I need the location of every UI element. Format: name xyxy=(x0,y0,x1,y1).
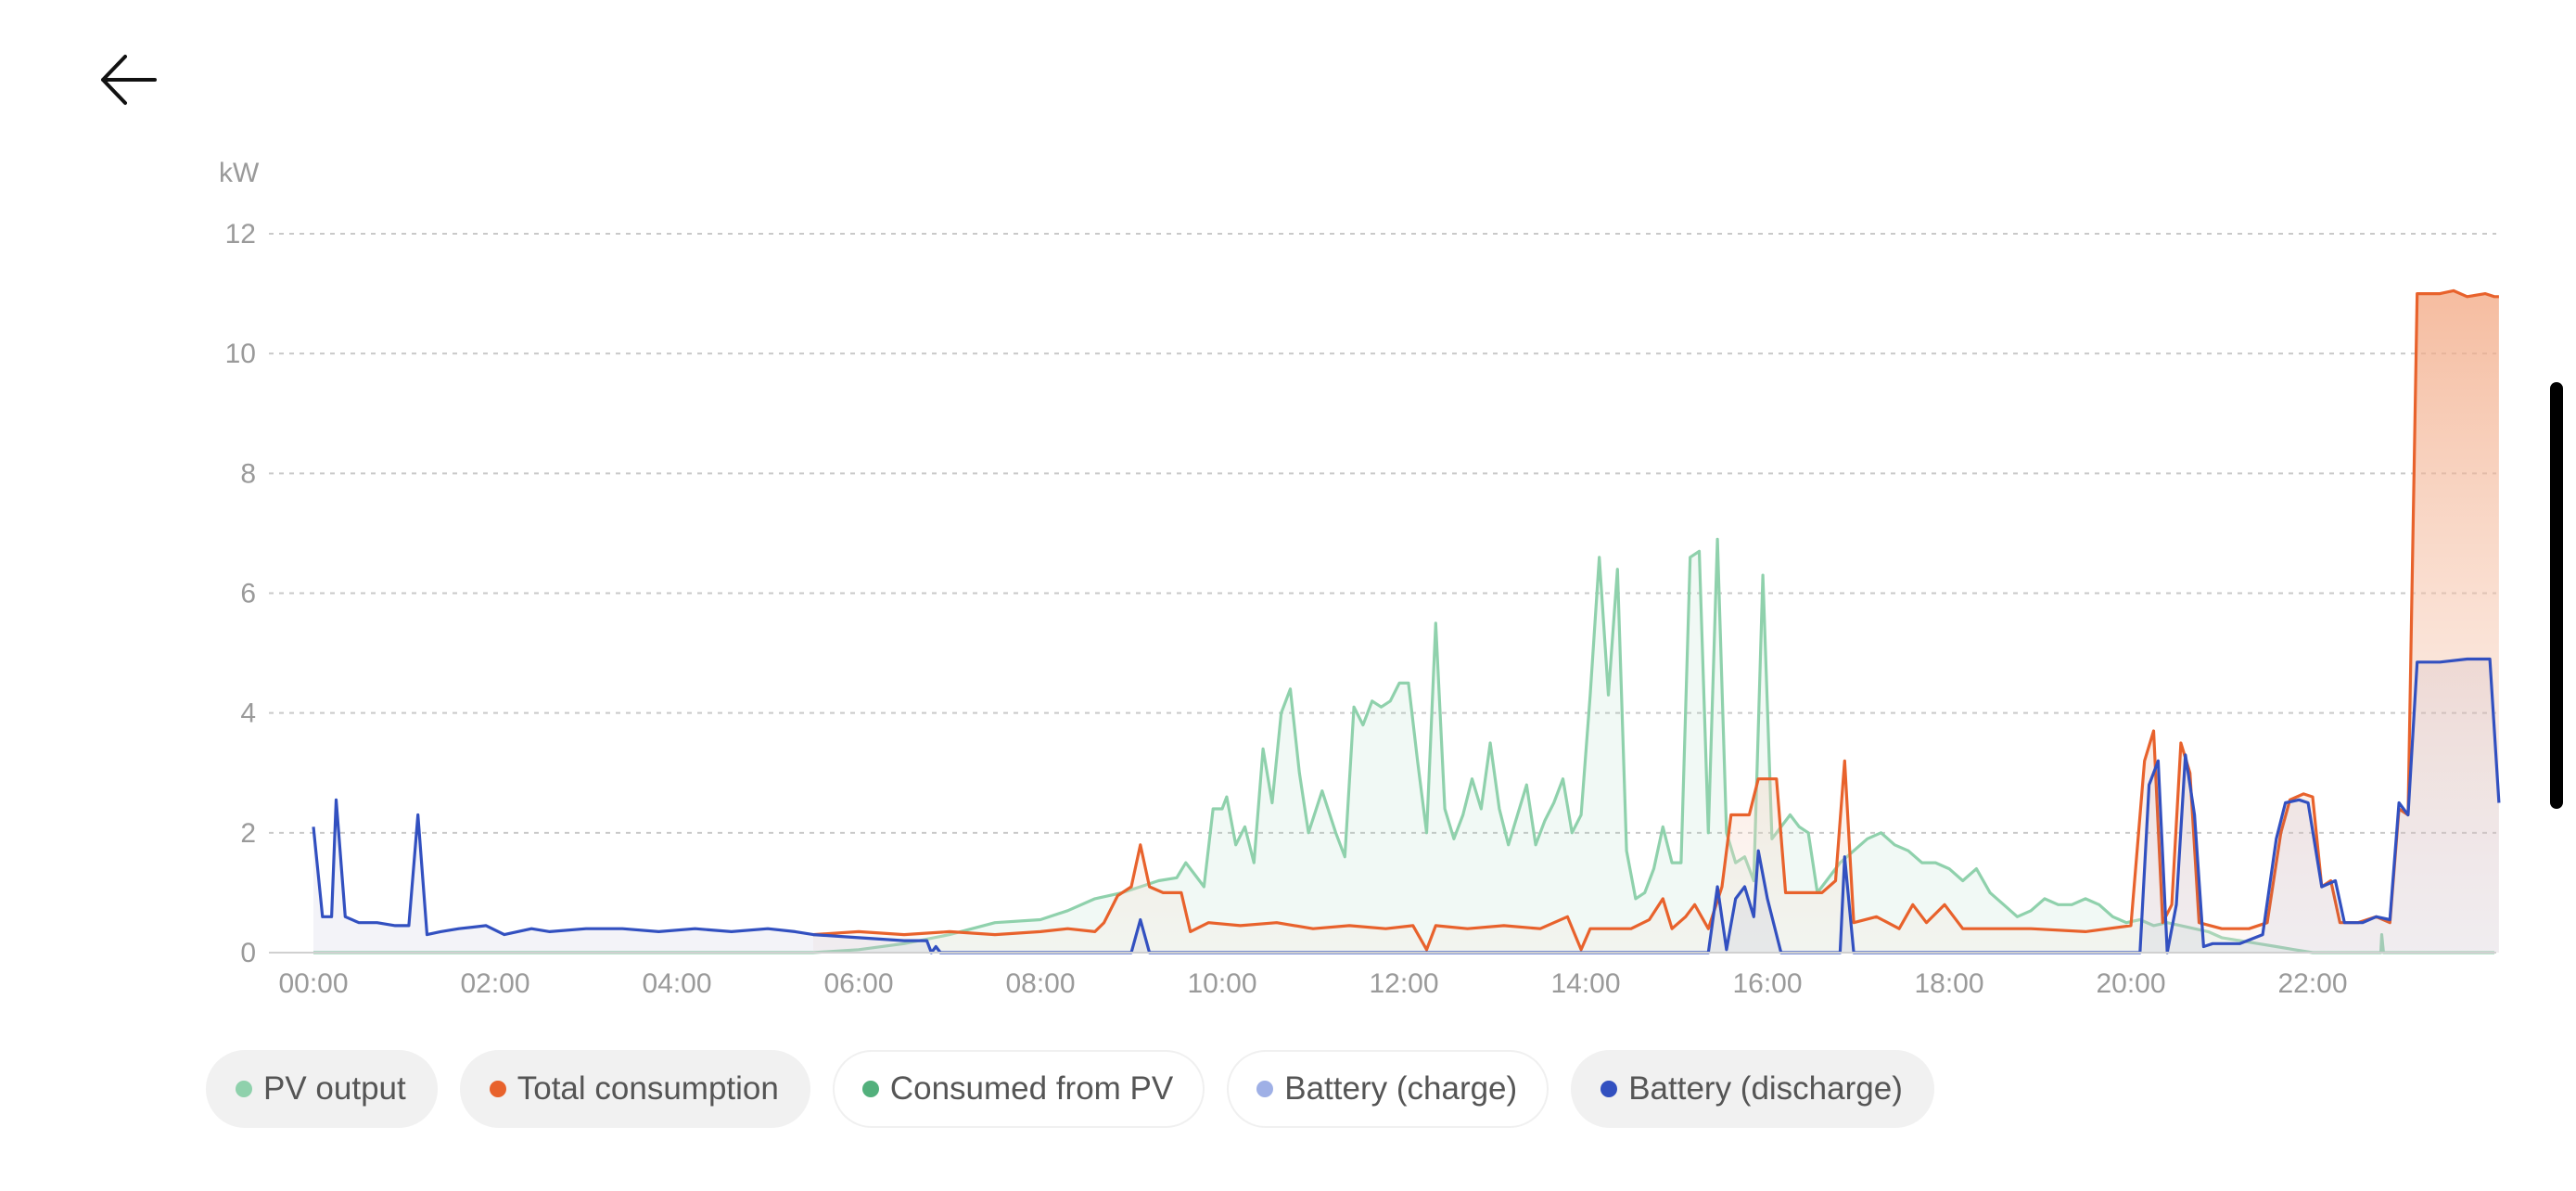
y-tick-label: 0 xyxy=(240,938,256,968)
legend-label: Total consumption xyxy=(516,1070,779,1107)
arrow-left-icon xyxy=(101,55,157,105)
legend-total-consumption[interactable]: Total consumption xyxy=(459,1050,810,1128)
x-tick-label: 18:00 xyxy=(1914,968,1983,999)
legend-dot xyxy=(861,1081,879,1097)
legend-label: PV output xyxy=(263,1070,406,1107)
y-tick-label: 6 xyxy=(240,579,256,609)
x-tick-label: 16:00 xyxy=(1732,968,1802,999)
series-line-pv-output xyxy=(313,537,2494,954)
legend-dot xyxy=(1256,1081,1274,1097)
chart-legend: PV output Total consumption Consumed fro… xyxy=(206,1050,1934,1128)
y-tick-label: 10 xyxy=(225,339,256,369)
x-tick-label: 20:00 xyxy=(2096,968,2165,999)
x-tick-label: 02:00 xyxy=(460,968,529,999)
x-tick-label: 00:00 xyxy=(278,968,348,999)
x-tick-label: 04:00 xyxy=(642,968,711,999)
back-button[interactable] xyxy=(89,41,167,119)
scroll-indicator[interactable] xyxy=(2550,382,2563,809)
x-tick-label: 14:00 xyxy=(1550,968,1620,999)
legend-battery-discharge[interactable]: Battery (discharge) xyxy=(1571,1050,1934,1128)
power-chart-svg: 0 2 4 6 8 10 12 kW 00:00 02:00 04:00 06:00 08:00 10:0… xyxy=(219,158,2501,999)
legend-dot xyxy=(489,1081,506,1097)
x-tick-label: 08:00 xyxy=(1005,968,1075,999)
x-tick-label: 12:00 xyxy=(1369,968,1438,999)
x-tick-label: 10:00 xyxy=(1187,968,1256,999)
series-line-battery-discharge xyxy=(312,657,2501,954)
y-tick-label: 4 xyxy=(240,698,256,729)
series-line-total-consumption xyxy=(812,288,2499,952)
legend-dot xyxy=(236,1081,252,1097)
series-area-battery-discharge xyxy=(313,659,2499,953)
legend-label: Consumed from PV xyxy=(889,1070,1174,1107)
legend-pv-output[interactable]: PV output xyxy=(206,1050,438,1128)
legend-consumed-from-pv[interactable]: Consumed from PV xyxy=(832,1050,1205,1128)
series-area-pv-output xyxy=(313,539,2494,953)
legend-battery-charge[interactable]: Battery (charge) xyxy=(1227,1050,1549,1128)
series-area-total-consumption xyxy=(813,290,2499,953)
x-tick-label: 06:00 xyxy=(823,968,893,999)
y-tick-label: 2 xyxy=(240,818,256,849)
y-tick-label: 8 xyxy=(240,458,256,489)
legend-label: Battery (charge) xyxy=(1284,1070,1518,1107)
x-tick-label: 22:00 xyxy=(2277,968,2347,999)
y-tick-label: 12 xyxy=(225,219,256,250)
legend-dot xyxy=(1600,1081,1618,1097)
y-axis-label: kW xyxy=(219,158,260,188)
legend-label: Battery (discharge) xyxy=(1628,1070,1903,1107)
